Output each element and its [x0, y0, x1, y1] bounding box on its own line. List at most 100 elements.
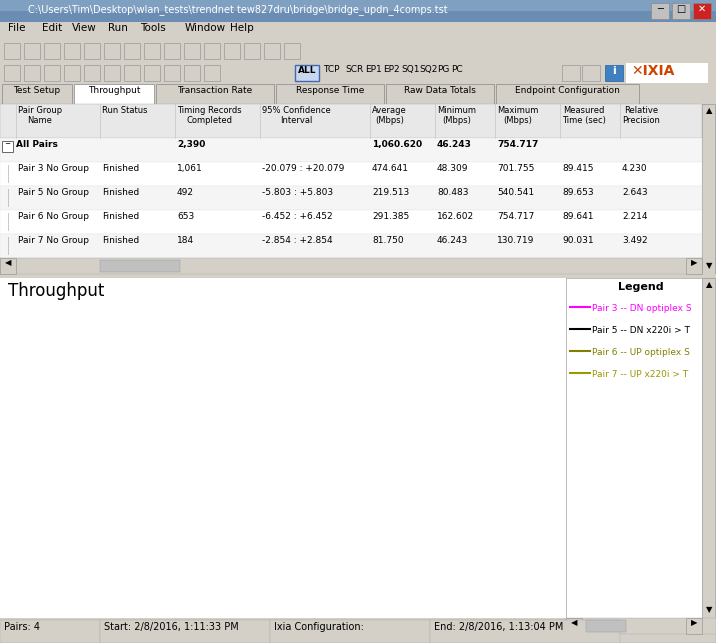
Bar [44, 43, 60, 59]
Bar [0, 104, 702, 138]
Text: 81.750: 81.750 [372, 236, 404, 245]
Text: Legend: Legend [618, 282, 664, 292]
Text: Test Setup: Test Setup [14, 86, 61, 95]
Bar [204, 43, 220, 59]
Text: 474.641: 474.641 [372, 164, 409, 173]
Bar [0, 84, 716, 104]
Bar [0, 274, 716, 278]
Text: All Pairs: All Pairs [16, 140, 58, 149]
Bar [156, 84, 274, 104]
Text: -2.854 : +2.854: -2.854 : +2.854 [262, 236, 333, 245]
Text: Ixia Configuration:: Ixia Configuration: [274, 622, 364, 632]
Text: Relative
Precision: Relative Precision [622, 106, 660, 125]
Text: 46.243: 46.243 [437, 236, 468, 245]
Text: 4.230: 4.230 [622, 164, 648, 173]
Text: ◀: ◀ [5, 258, 11, 267]
Text: ✕: ✕ [698, 4, 706, 14]
Text: Raw Data Totals: Raw Data Totals [404, 86, 476, 95]
Text: 90.031: 90.031 [562, 236, 594, 245]
Bar [24, 65, 40, 81]
Bar [124, 43, 140, 59]
Bar [566, 618, 716, 634]
Bar [0, 258, 16, 274]
Text: 3.492: 3.492 [622, 236, 648, 245]
Bar [566, 618, 582, 634]
Text: □: □ [677, 4, 686, 14]
Bar [651, 3, 669, 19]
Text: Pair 5 No Group: Pair 5 No Group [18, 188, 89, 197]
Bar [100, 260, 180, 272]
Text: Response Time: Response Time [296, 86, 364, 95]
Text: 80.483: 80.483 [437, 188, 468, 197]
Text: 754.717: 754.717 [497, 212, 534, 221]
Text: Pair 7 -- UP x220i > T: Pair 7 -- UP x220i > T [592, 370, 688, 379]
Text: ◀: ◀ [571, 618, 577, 627]
Text: 1,061: 1,061 [177, 164, 203, 173]
Bar [64, 43, 80, 59]
Bar [224, 43, 240, 59]
Text: ▲: ▲ [706, 280, 712, 289]
Text: ─: ─ [5, 141, 9, 147]
Text: File: File [8, 23, 26, 33]
Text: 89.641: 89.641 [562, 212, 594, 221]
Text: 2.643: 2.643 [622, 188, 648, 197]
Bar [0, 0, 716, 22]
Text: Throughput: Throughput [8, 282, 105, 300]
Text: ▶: ▶ [691, 258, 697, 267]
Bar [204, 65, 220, 81]
Text: Pair Group
Name: Pair Group Name [18, 106, 62, 125]
Text: 754.717: 754.717 [497, 140, 538, 149]
Text: 701.755: 701.755 [497, 164, 534, 173]
Text: Timing Records
Completed: Timing Records Completed [177, 106, 241, 125]
Text: Average
(Mbps): Average (Mbps) [372, 106, 407, 125]
Bar [626, 63, 708, 83]
Bar [0, 162, 702, 186]
Text: Maximum
(Mbps): Maximum (Mbps) [497, 106, 538, 125]
Text: Tools: Tools [140, 23, 165, 33]
Bar [496, 84, 639, 104]
Text: Pair 3 -- DN optiplex S: Pair 3 -- DN optiplex S [592, 304, 692, 313]
Bar [562, 65, 580, 81]
Bar [0, 62, 716, 84]
Bar [44, 65, 60, 81]
Bar [586, 620, 626, 632]
Text: i: i [612, 66, 616, 76]
Text: EP1: EP1 [365, 65, 382, 74]
Text: 89.653: 89.653 [562, 188, 594, 197]
Text: 1,060.620: 1,060.620 [372, 140, 422, 149]
Bar [64, 65, 80, 81]
Bar [702, 104, 715, 274]
Bar [0, 258, 702, 274]
Text: Pair 3 No Group: Pair 3 No Group [18, 164, 89, 173]
Bar [686, 258, 702, 274]
Bar [566, 278, 716, 618]
Bar [0, 210, 702, 234]
Text: 219.513: 219.513 [372, 188, 410, 197]
Bar [104, 65, 120, 81]
Text: Transaction Rate: Transaction Rate [178, 86, 253, 95]
Bar [184, 65, 200, 81]
Text: Finished: Finished [102, 188, 139, 197]
Text: PC: PC [451, 65, 463, 74]
Bar [144, 65, 160, 81]
Text: 46.243: 46.243 [437, 140, 472, 149]
Bar [430, 620, 620, 643]
Text: PG: PG [437, 65, 450, 74]
Text: Run Status: Run Status [102, 106, 147, 115]
Bar [164, 65, 180, 81]
Bar [264, 43, 280, 59]
Bar [100, 620, 270, 643]
Bar [24, 43, 40, 59]
Bar [164, 43, 180, 59]
Bar [2, 141, 13, 152]
Text: Finished: Finished [102, 236, 139, 245]
Text: 291.385: 291.385 [372, 212, 410, 221]
Text: End: 2/8/2016, 1:13:04 PM: End: 2/8/2016, 1:13:04 PM [434, 622, 563, 632]
Bar [144, 43, 160, 59]
Bar [0, 22, 716, 40]
Text: -6.452 : +6.452: -6.452 : +6.452 [262, 212, 333, 221]
Bar [284, 43, 300, 59]
Text: ✕IXIA: ✕IXIA [631, 64, 674, 78]
Text: ▼: ▼ [706, 605, 712, 614]
Bar [0, 0, 716, 11]
